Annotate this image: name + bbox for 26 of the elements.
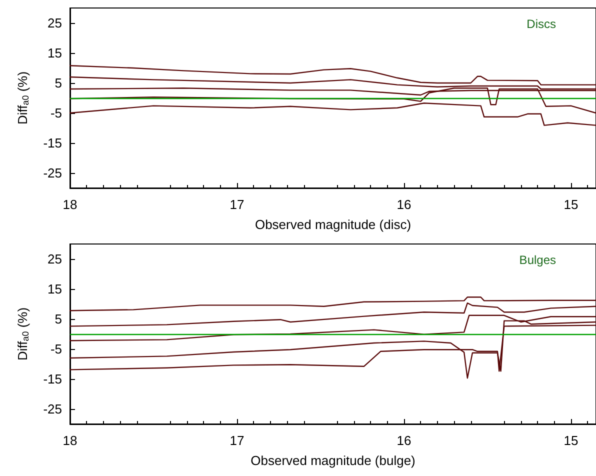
y-tick-label: -25 [43,402,62,416]
x-tick-label: 16 [396,197,412,212]
y-axis-title: Diffa0 (%) [15,71,30,125]
x-tick-label: 16 [396,433,412,448]
y-tick-label: 5 [54,312,62,326]
y-tick-label: -5 [50,342,62,356]
y-tick-label: 15 [48,46,62,60]
y-tick-label: -15 [43,372,62,386]
annotation: Discs [526,17,556,31]
x-tick-label: 17 [230,197,244,212]
x-tick-label: 18 [62,197,78,212]
x-axis-title: Observed magnitude (disc) [254,217,412,232]
y-tick-label: 25 [48,252,62,266]
y-tick-label: -25 [43,166,62,180]
x-axis-title: Observed magnitude (bulge) [250,453,416,468]
y-tick-label: 5 [54,76,62,90]
y-axis-title: Diffa0 (%) [15,307,30,361]
y-tick-label: -15 [43,136,62,150]
x-tick-label: 18 [62,433,78,448]
x-tick-label: 15 [564,433,578,448]
y-tick-label: 25 [48,16,62,30]
y-tick-label: -5 [50,106,62,120]
x-tick-label: 17 [230,433,244,448]
annotation: Bulges [519,253,556,267]
y-tick-label: 15 [48,282,62,296]
x-tick-label: 15 [564,197,578,212]
